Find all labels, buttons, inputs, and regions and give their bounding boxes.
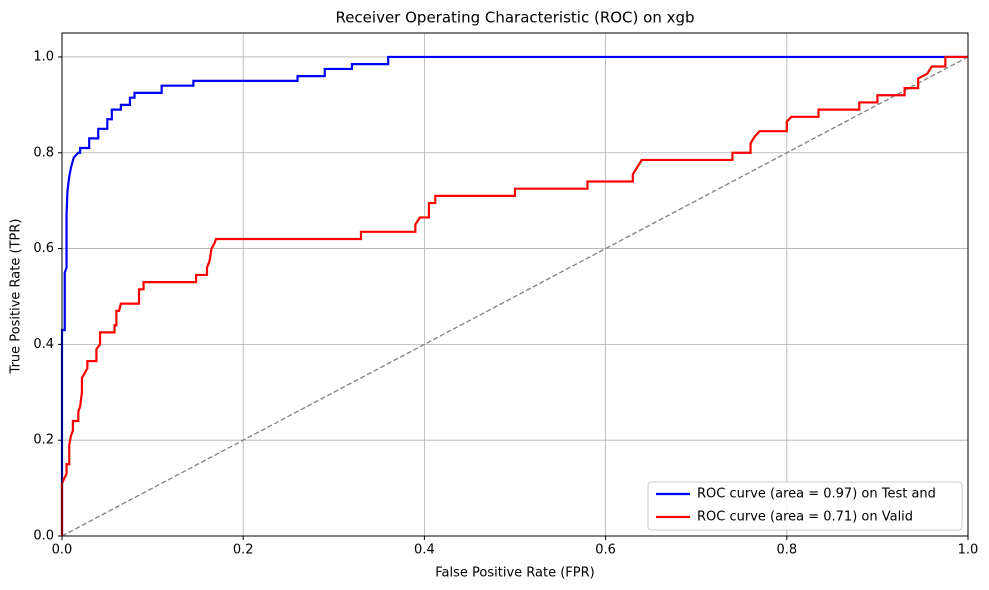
x-tick-label: 0.0 [52, 543, 73, 558]
reference-line [61, 56, 969, 537]
x-tick-label: 0.4 [414, 543, 435, 558]
y-tick-label: 0.8 [33, 145, 54, 160]
legend-label: ROC curve (area = 0.71) on Valid [697, 510, 913, 525]
x-tick-label: 0.8 [776, 543, 797, 558]
y-tick-label: 0.6 [33, 241, 54, 256]
x-axis-label: False Positive Rate (FPR) [435, 566, 594, 581]
y-axis-label: True Positive Rate (TPR) [9, 219, 24, 375]
y-tick-label: 0.0 [33, 529, 54, 544]
plot-frame [61, 32, 969, 537]
x-tick-label: 0.6 [595, 543, 616, 558]
x-tick-label: 0.2 [233, 543, 254, 558]
y-tick-label: 0.4 [33, 337, 54, 352]
roc-curve [60, 55, 968, 536]
roc-curve [60, 55, 968, 536]
legend-label: ROC curve (area = 0.97) on Test and [697, 487, 936, 502]
x-tick-label: 1.0 [958, 543, 979, 558]
y-tick-label: 1.0 [33, 49, 54, 64]
legend-box [647, 481, 963, 531]
y-tick-label: 0.2 [33, 433, 54, 448]
chart-title: Receiver Operating Characteristic (ROC) … [335, 9, 694, 27]
